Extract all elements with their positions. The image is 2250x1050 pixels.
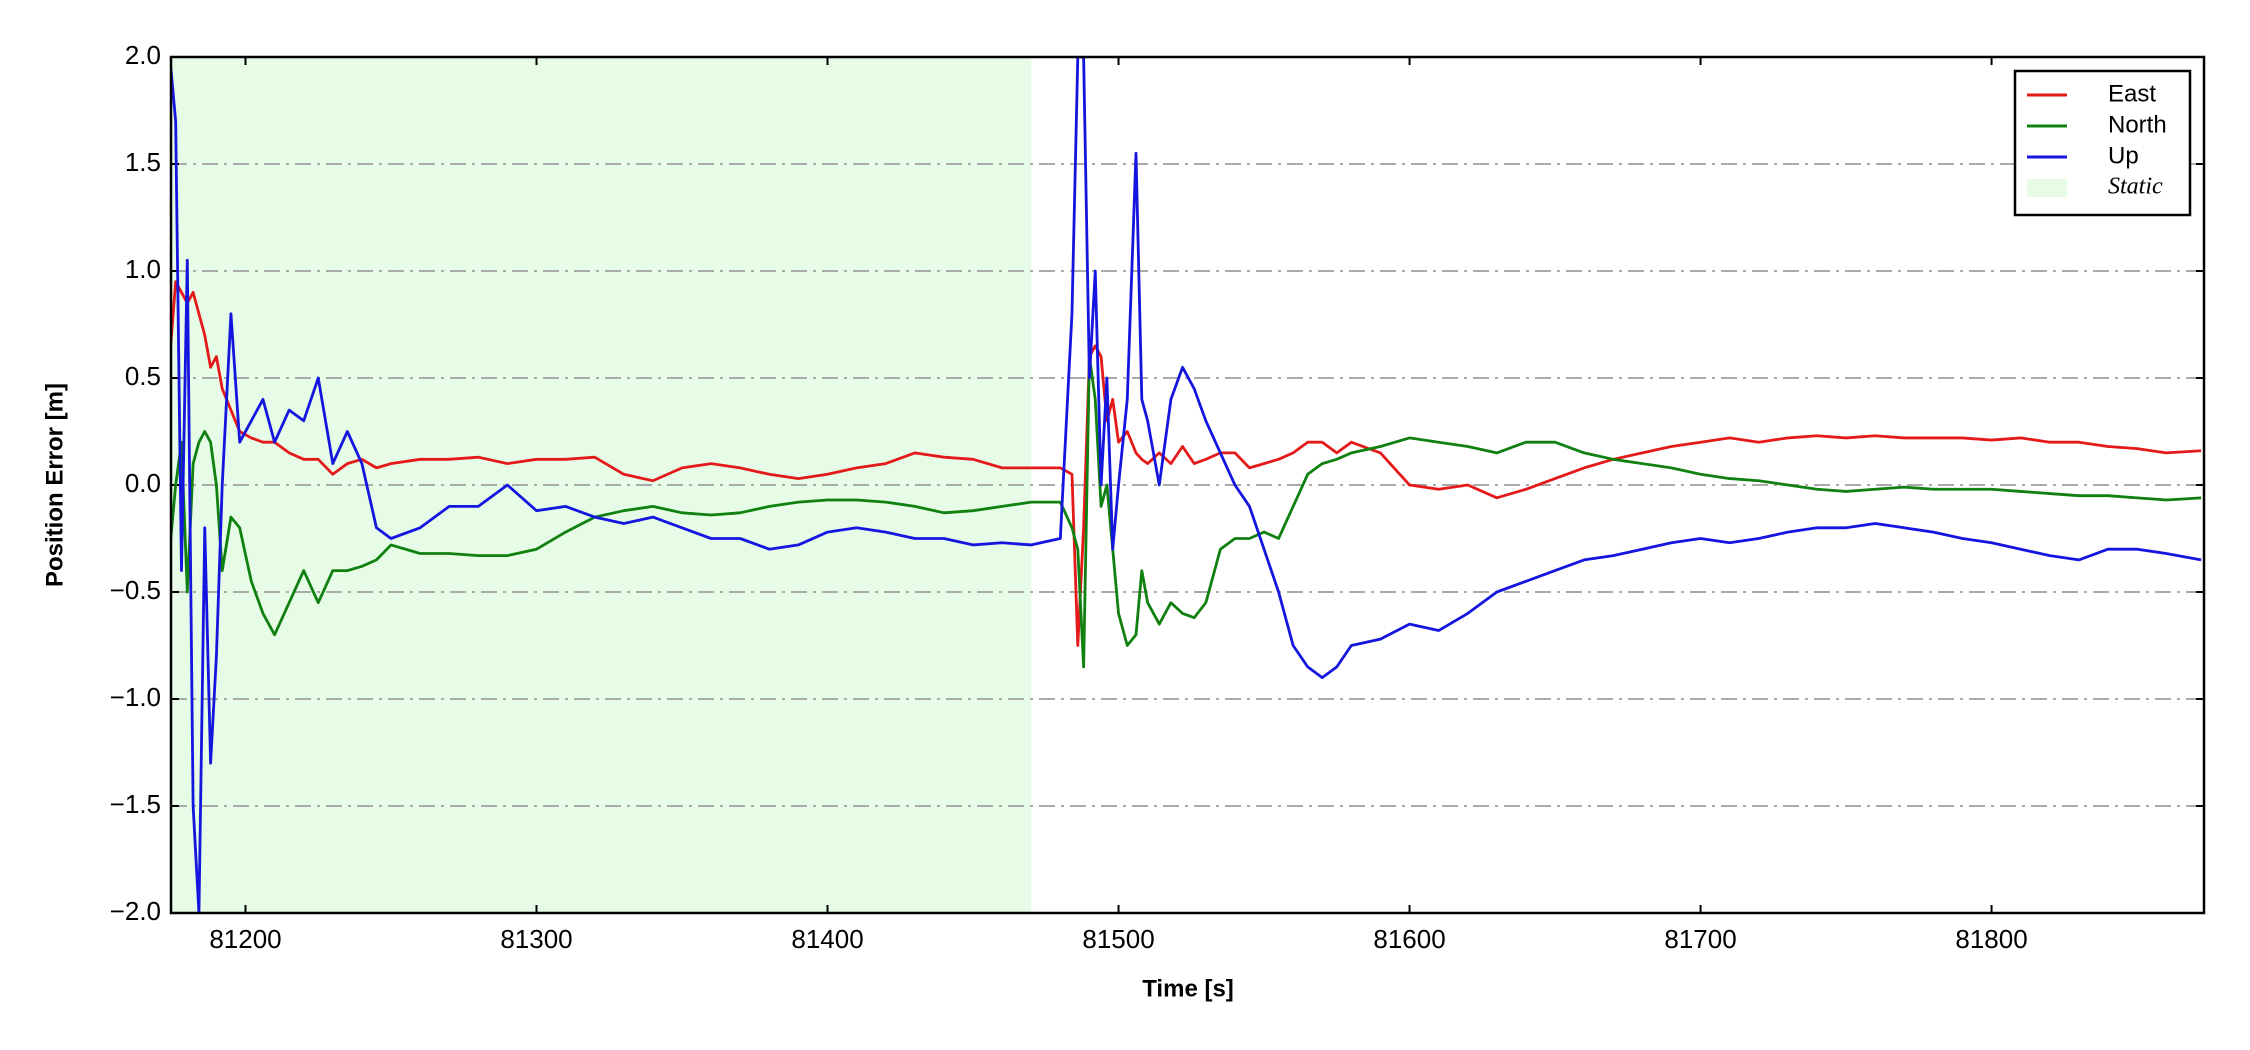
y-tick-label: −1.5 xyxy=(110,789,161,819)
y-tick-label: 2.0 xyxy=(125,40,161,70)
x-tick-label: 81600 xyxy=(1373,924,1445,954)
x-tick-label: 81400 xyxy=(791,924,863,954)
x-tick-label: 81500 xyxy=(1082,924,1154,954)
series-line xyxy=(171,355,2202,669)
legend-label: Static xyxy=(2108,174,2163,200)
plot-area xyxy=(171,57,2202,913)
x-tick-label: 81700 xyxy=(1664,924,1736,954)
legend-label: East xyxy=(2108,80,2156,107)
y-tick-label: 0.0 xyxy=(125,468,161,498)
y-axis-label: Position Error [m] xyxy=(41,383,68,587)
x-tick-label: 81300 xyxy=(500,924,572,954)
legend-label: North xyxy=(2108,111,2167,138)
x-tick-label: 81800 xyxy=(1955,924,2027,954)
y-tick-label: −1.0 xyxy=(110,682,161,712)
x-tick-label: 81200 xyxy=(209,924,281,954)
y-tick-label: 1.0 xyxy=(125,254,161,284)
legend-swatch xyxy=(2027,179,2067,197)
legend-label: Up xyxy=(2108,142,2139,169)
series-line xyxy=(171,57,2202,913)
series-line xyxy=(171,280,2202,647)
y-tick-label: 1.5 xyxy=(125,147,161,177)
plot-frame xyxy=(169,55,2206,915)
y-tick-label: −2.0 xyxy=(110,896,161,926)
y-tick-label: −0.5 xyxy=(110,575,161,605)
y-tick-label: 0.5 xyxy=(125,361,161,391)
x-axis-label: Time [s] xyxy=(1142,975,1234,1002)
